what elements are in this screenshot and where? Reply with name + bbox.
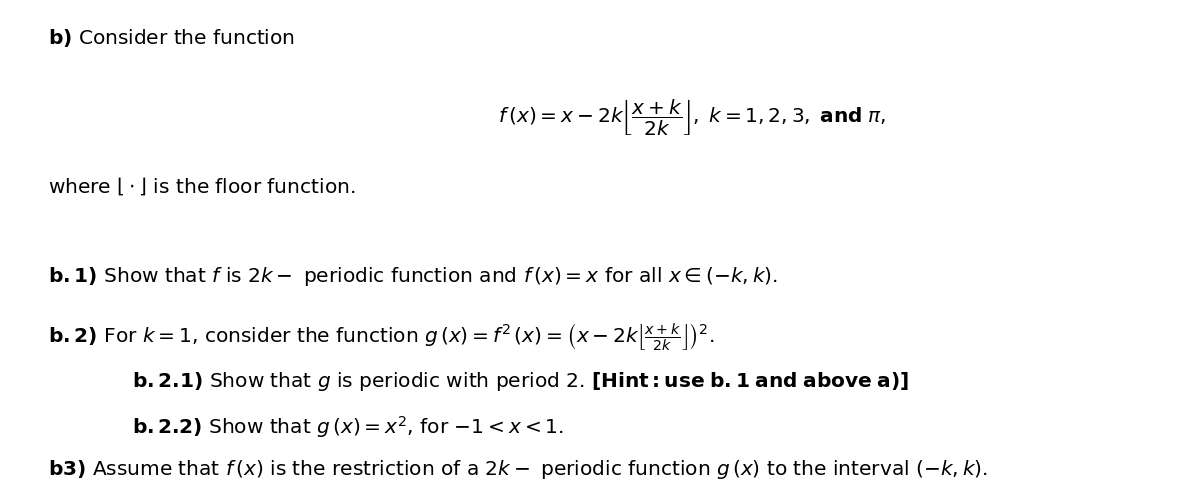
- Text: $\mathbf{b)}$ Consider the function: $\mathbf{b)}$ Consider the function: [48, 27, 295, 49]
- Text: $\mathbf{b.2)}$ For $k=1$, consider the function $g\,(x) = f^2\,(x) = \left(x - : $\mathbf{b.2)}$ For $k=1$, consider the …: [48, 321, 714, 354]
- Text: $\mathbf{b.1)}$ Show that $f$ is $2k-$ periodic function and $f\,(x)=x$ for all : $\mathbf{b.1)}$ Show that $f$ is $2k-$ p…: [48, 265, 778, 288]
- Text: $\mathbf{b.2.1)}$ Show that $g$ is periodic with period $2$. $\mathbf{[Hint: use: $\mathbf{b.2.1)}$ Show that $g$ is perio…: [132, 370, 908, 393]
- Text: $f\,(x) = x - 2k\left\lfloor\dfrac{x+k}{2k}\right\rfloor,\; k=1,2,3,\;\mathbf{an: $f\,(x) = x - 2k\left\lfloor\dfrac{x+k}{…: [498, 97, 886, 138]
- Text: where $\lfloor\cdot\rfloor$ is the floor function.: where $\lfloor\cdot\rfloor$ is the floor…: [48, 175, 355, 197]
- Text: $\mathbf{b3)}$ Assume that $f\,(x)$ is the restriction of a $2k-$ periodic funct: $\mathbf{b3)}$ Assume that $f\,(x)$ is t…: [48, 458, 988, 481]
- Text: $\mathbf{b.2.2)}$ Show that $g\,(x) = x^{2}$, for $-1 < x < 1$.: $\mathbf{b.2.2)}$ Show that $g\,(x) = x^…: [132, 414, 564, 440]
